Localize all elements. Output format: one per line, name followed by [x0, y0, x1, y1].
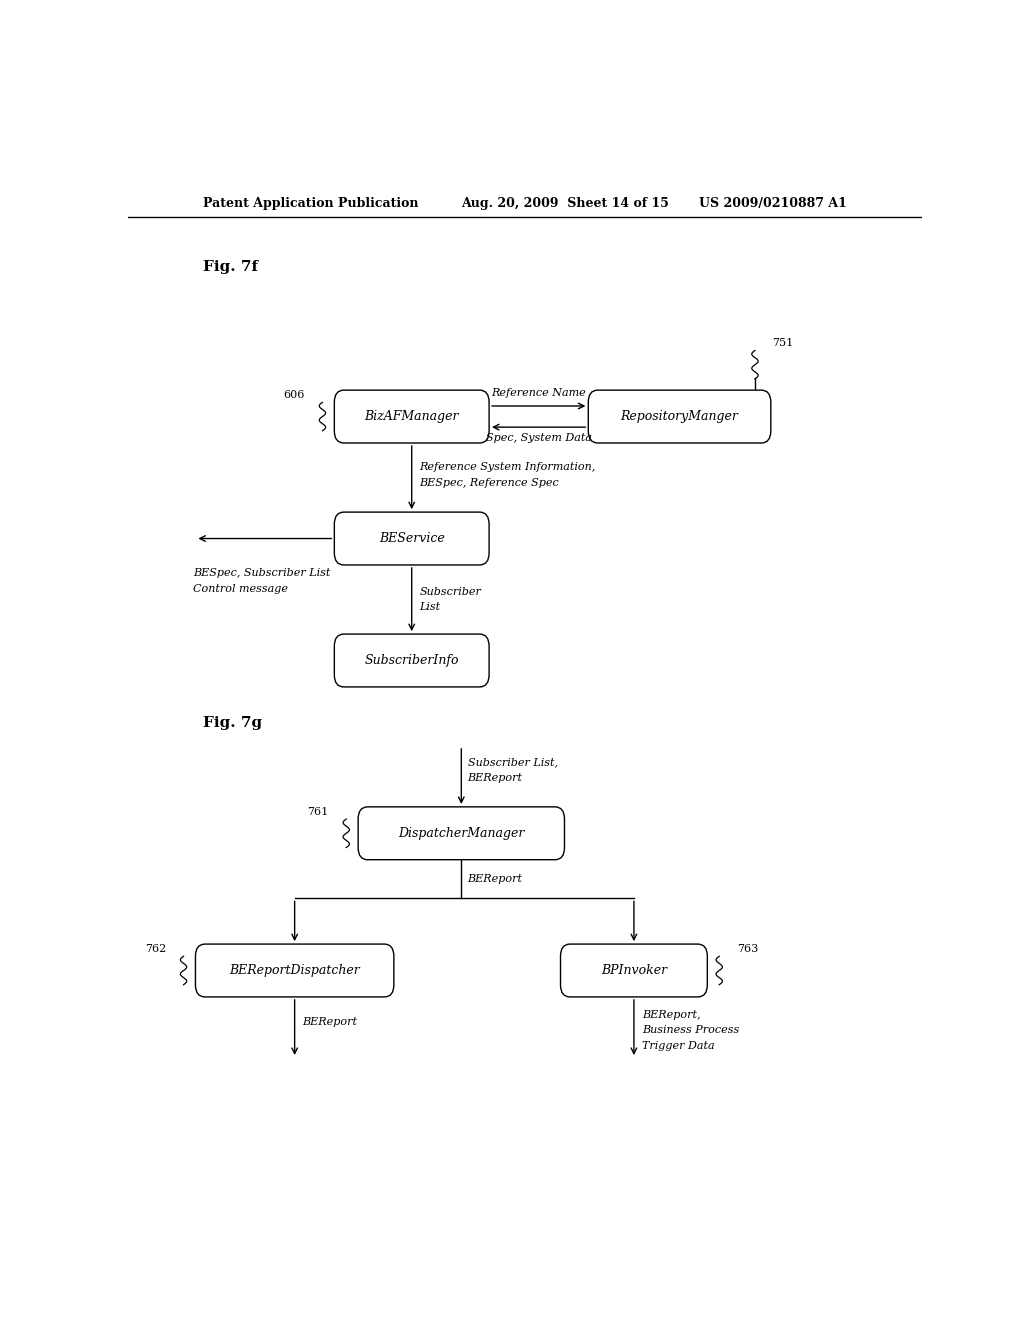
Text: Aug. 20, 2009  Sheet 14 of 15: Aug. 20, 2009 Sheet 14 of 15 [461, 197, 670, 210]
Text: Control message: Control message [194, 585, 288, 594]
Text: BEReport: BEReport [468, 774, 522, 783]
Text: BEReport: BEReport [303, 1018, 357, 1027]
Text: Subscriber: Subscriber [420, 587, 481, 598]
FancyBboxPatch shape [196, 944, 394, 997]
Text: Trigger Data: Trigger Data [642, 1040, 715, 1051]
Text: BEService: BEService [379, 532, 444, 545]
FancyBboxPatch shape [334, 634, 489, 686]
Text: BEReport,: BEReport, [642, 1010, 700, 1020]
Text: BESpec, Subscriber List: BESpec, Subscriber List [194, 568, 331, 578]
Text: BESpec, Reference Spec: BESpec, Reference Spec [420, 478, 559, 487]
Text: BEReport: BEReport [468, 874, 522, 884]
FancyBboxPatch shape [588, 391, 771, 444]
Text: US 2009/0210887 A1: US 2009/0210887 A1 [699, 197, 847, 210]
Text: RepositoryManger: RepositoryManger [621, 411, 738, 424]
FancyBboxPatch shape [358, 807, 564, 859]
Text: Business Process: Business Process [642, 1026, 739, 1035]
Text: BEReportDispatcher: BEReportDispatcher [229, 964, 360, 977]
Text: 751: 751 [772, 338, 794, 348]
Text: Fig. 7f: Fig. 7f [204, 260, 258, 275]
Text: List: List [420, 602, 440, 611]
Text: Spec, System Data: Spec, System Data [485, 433, 592, 444]
Text: Subscriber List,: Subscriber List, [468, 758, 558, 767]
Text: 761: 761 [307, 807, 329, 817]
FancyBboxPatch shape [334, 391, 489, 444]
Text: BizAFManager: BizAFManager [365, 411, 459, 424]
Text: Patent Application Publication: Patent Application Publication [204, 197, 419, 210]
Text: Reference System Information,: Reference System Information, [420, 462, 596, 473]
Text: 762: 762 [144, 944, 166, 954]
Text: Fig. 7g: Fig. 7g [204, 715, 262, 730]
Text: 763: 763 [736, 944, 758, 954]
FancyBboxPatch shape [334, 512, 489, 565]
Text: DispatcherManager: DispatcherManager [398, 826, 524, 840]
FancyBboxPatch shape [560, 944, 708, 997]
Text: SubscriberInfo: SubscriberInfo [365, 653, 459, 667]
Text: 606: 606 [284, 391, 305, 400]
Text: Reference Name: Reference Name [492, 388, 586, 397]
Text: BPInvoker: BPInvoker [601, 964, 667, 977]
